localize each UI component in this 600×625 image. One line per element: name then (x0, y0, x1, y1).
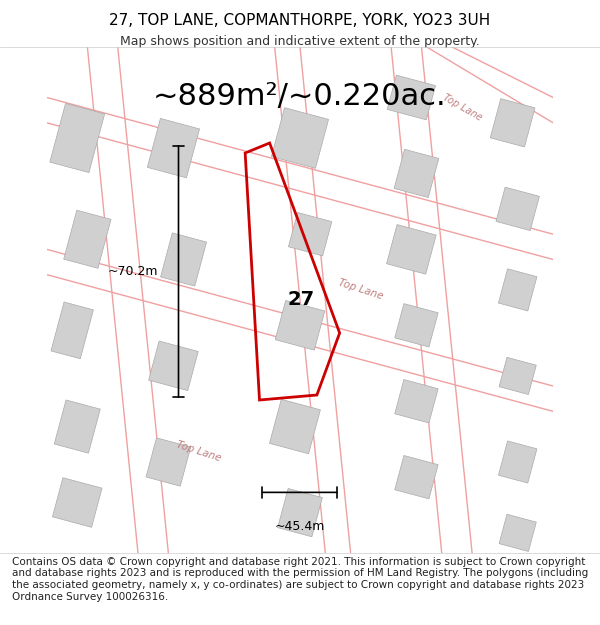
Text: Top Lane: Top Lane (175, 440, 223, 464)
Text: Map shows position and indicative extent of the property.: Map shows position and indicative extent… (120, 35, 480, 48)
Polygon shape (269, 399, 320, 454)
Polygon shape (54, 400, 100, 453)
Polygon shape (387, 75, 436, 120)
Polygon shape (499, 441, 537, 483)
Polygon shape (394, 149, 439, 198)
Polygon shape (271, 107, 329, 168)
Polygon shape (149, 341, 198, 391)
Polygon shape (148, 118, 200, 178)
Text: ~70.2m: ~70.2m (108, 265, 158, 278)
Polygon shape (490, 99, 535, 147)
Polygon shape (161, 233, 206, 286)
Polygon shape (395, 379, 438, 423)
Polygon shape (499, 514, 536, 551)
Polygon shape (51, 302, 94, 359)
Polygon shape (499, 357, 536, 394)
Polygon shape (499, 269, 537, 311)
Polygon shape (64, 210, 111, 268)
Polygon shape (289, 213, 332, 256)
Text: Contains OS data © Crown copyright and database right 2021. This information is : Contains OS data © Crown copyright and d… (12, 557, 588, 601)
Text: Top Lane: Top Lane (440, 92, 484, 123)
Text: ~889m²/~0.220ac.: ~889m²/~0.220ac. (153, 82, 447, 111)
Polygon shape (50, 103, 104, 172)
Polygon shape (386, 224, 436, 274)
Text: 27: 27 (288, 291, 315, 309)
Polygon shape (496, 187, 539, 231)
Polygon shape (395, 304, 438, 347)
Polygon shape (278, 489, 322, 537)
Polygon shape (395, 456, 438, 499)
Polygon shape (52, 478, 102, 528)
Polygon shape (275, 301, 325, 350)
Text: ~45.4m: ~45.4m (274, 520, 325, 533)
Polygon shape (146, 438, 191, 486)
Text: 27, TOP LANE, COPMANTHORPE, YORK, YO23 3UH: 27, TOP LANE, COPMANTHORPE, YORK, YO23 3… (109, 13, 491, 28)
Text: Top Lane: Top Lane (337, 278, 385, 302)
